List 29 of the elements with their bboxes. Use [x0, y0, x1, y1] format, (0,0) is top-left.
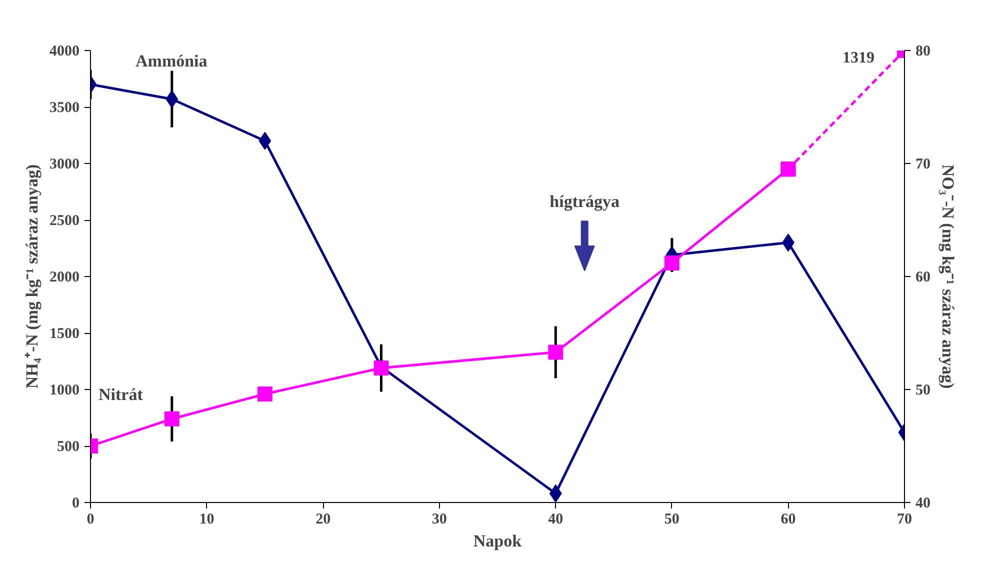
- y-tick-label: 3000: [50, 156, 80, 172]
- y-tick-label: 3500: [50, 100, 80, 116]
- y2-axis-title: NO₃⁻-N (mg kg⁻¹ száraz anyag): [938, 164, 958, 389]
- y2-tick-label: 80: [916, 44, 930, 60]
- x-tick-label: 0: [86, 512, 94, 528]
- y2-tick-label: 50: [916, 382, 930, 398]
- y2-tick-label: 70: [916, 156, 930, 172]
- x-tick-label: 50: [664, 512, 680, 528]
- x-tick-label: 70: [897, 512, 912, 528]
- x-tick-label: 10: [199, 512, 214, 528]
- annotation: hígtrágya: [550, 192, 620, 211]
- series-label: Ammónia: [136, 51, 208, 70]
- y2-tick-label: 60: [916, 270, 930, 286]
- y-tick-label: 2500: [50, 213, 80, 229]
- y-tick-label: 500: [57, 439, 80, 455]
- y-tick-label: 0: [72, 496, 80, 512]
- x-tick-label: 60: [780, 512, 796, 528]
- x-axis-title: Napok: [473, 532, 522, 550]
- series-label: Nitrát: [98, 385, 144, 404]
- x-tick-label: 30: [432, 512, 447, 528]
- y-tick-label: 1500: [50, 326, 80, 342]
- y-tick-label: 4000: [50, 44, 80, 60]
- annotation: 1319: [842, 50, 874, 66]
- x-tick-label: 40: [548, 512, 564, 528]
- x-tick-label: 20: [316, 512, 331, 528]
- y-axis-title: NH₄⁺-N (mg kg⁻¹ száraz anyag): [22, 164, 42, 389]
- y-tick-label: 1000: [50, 382, 80, 398]
- y2-tick-label: 40: [916, 496, 930, 512]
- y-tick-label: 2000: [50, 270, 80, 286]
